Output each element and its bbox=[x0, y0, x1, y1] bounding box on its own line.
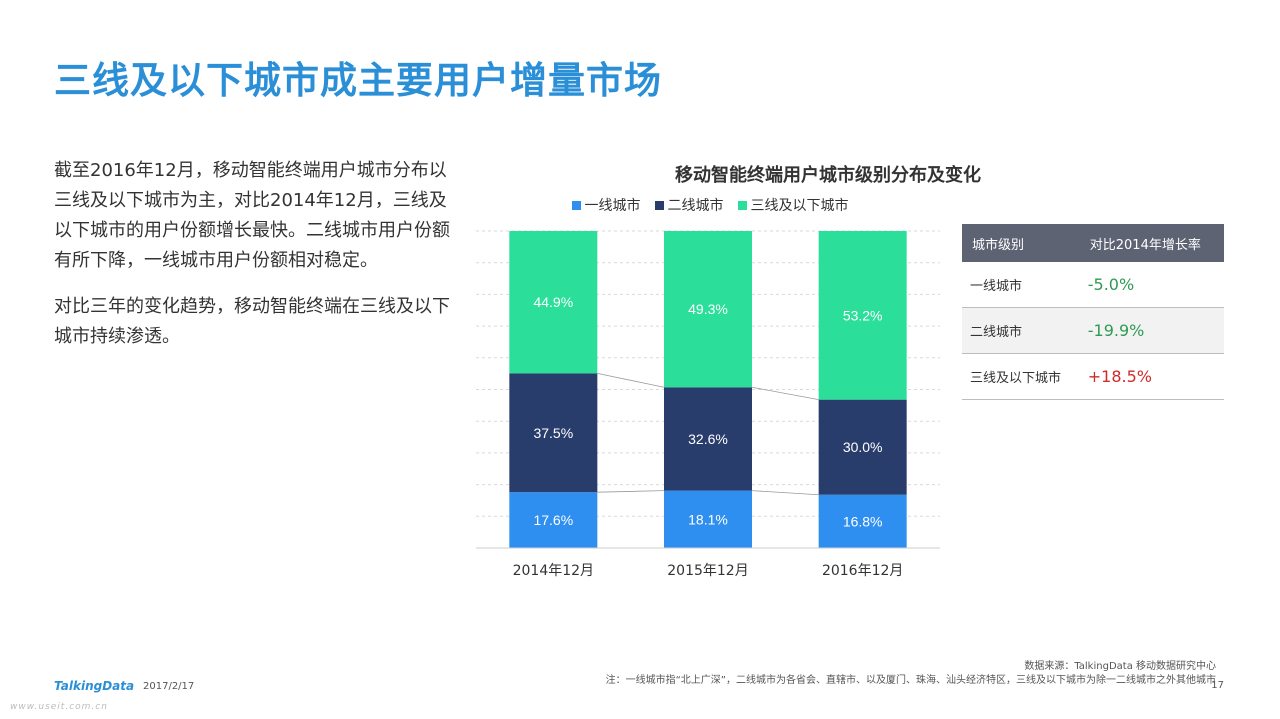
bar-segment bbox=[664, 387, 752, 491]
legend-swatch-tier3 bbox=[737, 200, 747, 210]
watermark: www.useit.com.cn bbox=[10, 702, 108, 712]
table-header-rate: 对比2014年增长率 bbox=[1079, 224, 1224, 262]
growth-table: 城市级别 对比2014年增长率 一线城市 -5.0% 二线城市 -19.9% 三… bbox=[962, 224, 1224, 400]
table-header-row: 城市级别 对比2014年增长率 bbox=[962, 224, 1224, 262]
data-label: 32.6% bbox=[688, 431, 728, 447]
legend-swatch-tier1 bbox=[571, 200, 581, 210]
data-label: 30.0% bbox=[843, 439, 883, 455]
data-label: 16.8% bbox=[843, 513, 883, 529]
page-title: 三线及以下城市成主要用户增量市场 bbox=[54, 59, 662, 102]
connector-line bbox=[751, 490, 819, 496]
table-cell-city: 二线城市 bbox=[962, 307, 1080, 354]
table-row: 二线城市 -19.9% bbox=[962, 307, 1224, 354]
chart-legend: 一线城市 二线城市 三线及以下城市 bbox=[480, 195, 940, 215]
table-cell-rate: -19.9% bbox=[1079, 307, 1224, 354]
legend-swatch-tier2 bbox=[654, 200, 664, 210]
bar-segment bbox=[509, 373, 598, 493]
footnote: 注：一线城市指“北上广深”，二线城市为各省会、直辖市、以及厦门、珠海、汕头经济特… bbox=[605, 675, 1216, 686]
table-row: 三线及以下城市 +18.5% bbox=[962, 353, 1224, 400]
bar-segment bbox=[818, 494, 907, 548]
legend-item-tier2: 二线城市 bbox=[654, 195, 724, 215]
data-label: 49.3% bbox=[688, 301, 728, 317]
data-label: 37.5% bbox=[533, 425, 573, 441]
table-row: 一线城市 -5.0% bbox=[962, 262, 1224, 308]
body-text: 截至2016年12月，移动智能终端用户城市分布以三线及以下城市为主，对比2014… bbox=[54, 156, 454, 368]
table-cell-city: 一线城市 bbox=[962, 262, 1080, 308]
report-date: 2017/2/17 bbox=[143, 681, 195, 692]
table-cell-rate: +18.5% bbox=[1079, 353, 1224, 400]
data-label: 44.9% bbox=[533, 294, 573, 310]
bar-segment bbox=[664, 490, 752, 548]
legend-label-tier1: 一线城市 bbox=[584, 198, 641, 214]
data-label: 53.2% bbox=[843, 307, 883, 323]
legend-item-tier1: 一线城市 bbox=[571, 195, 641, 215]
table-cell-city: 三线及以下城市 bbox=[962, 353, 1080, 400]
table-header-city: 城市级别 bbox=[962, 224, 1080, 262]
connector-line bbox=[597, 490, 665, 493]
x-tick-label: 2015年12月 bbox=[667, 563, 748, 579]
legend-label-tier3: 三线及以下城市 bbox=[750, 198, 849, 214]
data-label: 18.1% bbox=[688, 511, 728, 527]
x-tick-label: 2016年12月 bbox=[822, 563, 903, 579]
bar-segment bbox=[509, 492, 598, 548]
paragraph-2: 对比三年的变化趋势，移动智能终端在三线及以下城市持续渗透。 bbox=[54, 296, 450, 347]
paragraph-1: 截至2016年12月，移动智能终端用户城市分布以三线及以下城市为主，对比2014… bbox=[54, 160, 450, 271]
data-source: 数据来源：TalkingData 移动数据研究中心 bbox=[1024, 661, 1216, 672]
data-label: 17.6% bbox=[533, 512, 573, 528]
bar-segment bbox=[509, 231, 598, 374]
connector-line bbox=[597, 372, 665, 388]
bar-segment bbox=[818, 231, 907, 400]
legend-item-tier3: 三线及以下城市 bbox=[737, 195, 849, 215]
bar-segment bbox=[818, 399, 907, 495]
legend-label-tier2: 二线城市 bbox=[667, 198, 724, 214]
x-tick-label: 2014年12月 bbox=[513, 563, 594, 579]
table-cell-rate: -5.0% bbox=[1079, 262, 1224, 308]
page-number: 17 bbox=[1211, 680, 1224, 691]
bar-segment bbox=[664, 231, 752, 388]
connector-line bbox=[751, 386, 819, 401]
talkingdata-logo: TalkingData bbox=[54, 679, 135, 693]
chart-title: 移动智能终端用户城市级别分布及变化 bbox=[675, 165, 981, 186]
stacked-bar-chart: 17.6% 37.5% 44.9% 2014年12月 18.1% 32.6% 49.3% 20… bbox=[476, 230, 940, 579]
